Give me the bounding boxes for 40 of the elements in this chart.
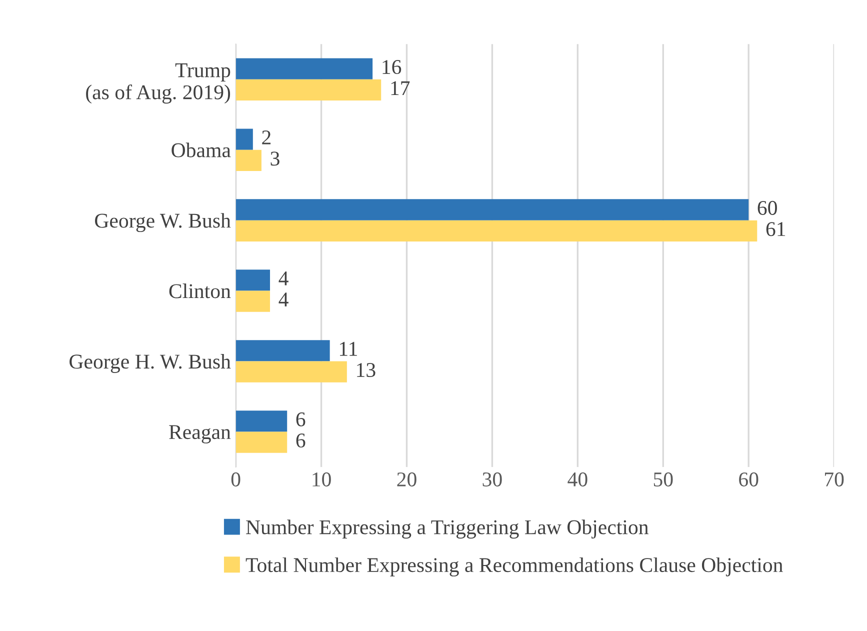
bar xyxy=(236,58,373,80)
data-label: 60 xyxy=(758,200,777,215)
bar xyxy=(236,128,253,150)
x-tick-label: 20 xyxy=(397,472,416,486)
x-tick-label: 30 xyxy=(482,472,502,486)
y-tick-label: Obama xyxy=(172,142,231,158)
bar xyxy=(236,150,262,171)
x-tick-label: 10 xyxy=(312,472,331,486)
bar xyxy=(236,432,288,453)
data-label: 6 xyxy=(296,412,306,426)
x-tick-label: 70 xyxy=(825,472,844,486)
bar xyxy=(236,79,382,101)
legend-label: Total Number Expressing a Recommendations Clause Objection xyxy=(246,557,783,576)
x-tick-label: 40 xyxy=(568,472,588,486)
y-tick-label: Clinton xyxy=(169,284,231,298)
y-tick-label: George W. Bush xyxy=(95,213,231,232)
bar xyxy=(236,410,288,432)
bar xyxy=(236,290,270,312)
bar xyxy=(236,361,347,382)
x-tick-label: 0 xyxy=(231,472,240,486)
legend-label: Number Expressing a Triggering Law Objection xyxy=(246,520,648,539)
data-label: 17 xyxy=(391,81,410,95)
bar xyxy=(236,340,330,362)
y-tick-label: Reagan xyxy=(169,425,231,444)
bar xyxy=(236,220,758,242)
data-label: 4 xyxy=(278,272,288,286)
x-tick-label: 50 xyxy=(654,472,673,486)
y-tick-label: Trump (as of Aug. 2019) xyxy=(86,63,230,104)
data-label: 3 xyxy=(270,152,280,166)
data-label: 6 xyxy=(296,433,306,448)
data-label: 16 xyxy=(382,60,402,74)
data-label: 61 xyxy=(766,222,786,236)
bar xyxy=(236,270,270,291)
data-label: 11 xyxy=(340,342,357,356)
x-tick-label: 60 xyxy=(739,472,758,486)
bar xyxy=(236,199,749,220)
data-label: 4 xyxy=(278,292,288,306)
data-label: 2 xyxy=(262,130,271,144)
data-label: 13 xyxy=(357,363,376,378)
y-tick-label: George H. W. Bush xyxy=(70,354,231,373)
